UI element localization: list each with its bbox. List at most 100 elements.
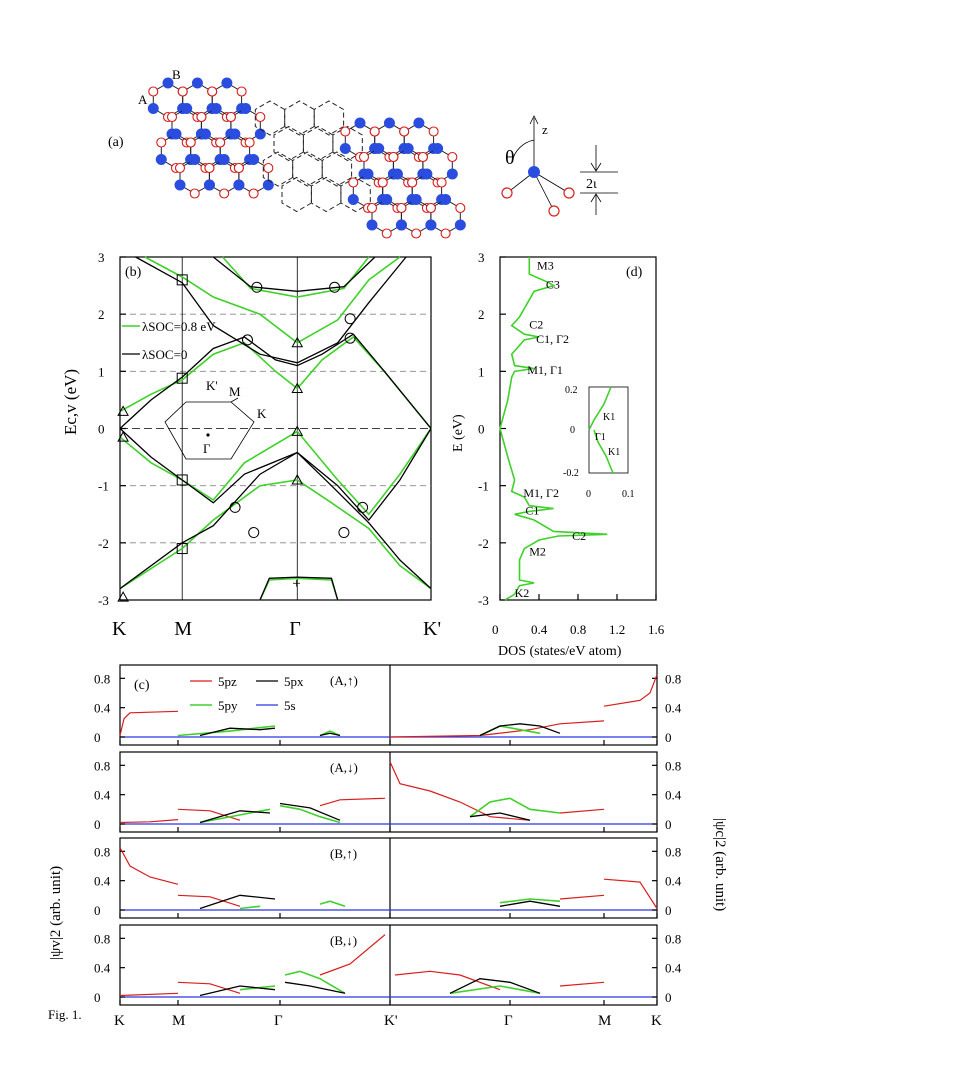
- triangle-marker: [117, 405, 129, 416]
- orbital-panel-label: (A,↑): [330, 673, 358, 688]
- atom-a: [347, 194, 359, 205]
- ytick-label: 0.4: [665, 788, 682, 803]
- atom-b: [399, 126, 410, 137]
- orbital-panel-label: (A,↓): [330, 760, 358, 775]
- hexagon-cell: [273, 125, 304, 162]
- panel-d-frame: [499, 256, 657, 601]
- curve-5px: [469, 812, 531, 821]
- curve-5py: [199, 808, 271, 824]
- curve-5py: [449, 985, 541, 995]
- triangle-marker: [291, 425, 304, 436]
- xtick-label: Γ: [289, 618, 301, 640]
- legend-soc-label: λSOC=0.8 eV: [142, 319, 216, 334]
- curve-5px: [499, 900, 561, 907]
- ytick-label: 0.8: [94, 844, 110, 859]
- dos-annotation: C2: [529, 317, 543, 331]
- dos-annotation: C1: [525, 503, 539, 517]
- square-marker: [176, 474, 188, 486]
- curve-5pz: [177, 808, 241, 821]
- inset-label: Γ1: [595, 432, 606, 443]
- curve-5px: [319, 732, 341, 737]
- orbital-panel-label: (B,↑): [330, 846, 357, 861]
- xtick-label: Γ: [274, 1013, 283, 1029]
- bz-kprime-label: K': [206, 378, 218, 393]
- figure-caption: Fig. 1.: [48, 1007, 82, 1022]
- atom-a: [174, 179, 186, 191]
- band-nosoc-c3: [212, 256, 376, 292]
- atom-b: [377, 177, 388, 188]
- ytick-label: 0.4: [94, 874, 111, 889]
- atom-a: [162, 77, 174, 89]
- atom-b: [407, 177, 418, 188]
- curve-5pz: [119, 992, 179, 997]
- atom-b: [204, 162, 215, 174]
- atom-a: [381, 194, 393, 205]
- ytick-label: 0: [478, 422, 485, 437]
- atom-a: [210, 103, 222, 114]
- atom-b: [185, 137, 196, 148]
- ytick-label: 0.8: [94, 671, 110, 686]
- atom-b: [196, 111, 207, 123]
- ytick-label: 0.4: [94, 788, 111, 803]
- atom-a: [446, 168, 458, 180]
- curve-5px: [199, 894, 276, 910]
- inset-ytick: 0.2: [565, 385, 578, 396]
- lattice-left-region: [147, 77, 274, 199]
- ytick-label: 0.8: [665, 671, 681, 686]
- atom-b: [440, 228, 451, 239]
- curve-5px: [199, 727, 276, 737]
- hexagon-cell: [310, 176, 342, 213]
- curve-5py: [319, 730, 341, 737]
- legend-5px: 5px: [284, 674, 304, 689]
- buckle-label: 2ι: [586, 177, 597, 192]
- ytick-label: 0: [94, 817, 101, 832]
- ytick-label: 0.4: [665, 874, 682, 889]
- xtick-label: K: [112, 618, 127, 640]
- curve-5pz: [559, 981, 605, 987]
- angle-arc: [511, 139, 535, 163]
- xtick-label: M: [174, 618, 192, 640]
- curve-5px: [199, 810, 271, 824]
- curve-5pz: [119, 710, 179, 736]
- panel-c-label: (c): [134, 678, 150, 693]
- ytick-label: -1: [98, 479, 109, 494]
- xtick-label: 1.6: [648, 622, 665, 637]
- panel-d-xlabel: DOS (states/eV atom): [498, 644, 622, 659]
- curve-5pz: [603, 878, 658, 909]
- ytick-label: 0: [94, 990, 101, 1005]
- ytick-label: 0.8: [665, 758, 681, 773]
- curve-5pz: [119, 847, 179, 885]
- sublattice-a-label: A: [138, 92, 148, 107]
- ytick-label: 0.8: [94, 931, 110, 946]
- curve-5pz: [603, 674, 658, 707]
- atom-b: [411, 228, 422, 239]
- lattice-dashed-region: [254, 100, 371, 213]
- ytick-label: -1: [478, 479, 489, 494]
- curve-5py: [177, 725, 276, 737]
- ytick-label: 0.8: [665, 931, 681, 946]
- curve-5px: [284, 981, 346, 994]
- orbital-subpanel: [119, 924, 658, 1006]
- ytick-label: 0: [665, 903, 672, 918]
- hexagon-cell: [313, 100, 345, 136]
- curve-5py: [499, 898, 561, 904]
- ytick-label: 0: [665, 817, 672, 832]
- atom-a: [181, 103, 193, 114]
- panel-d-label: (d): [626, 265, 643, 280]
- atom-a: [421, 168, 433, 180]
- atom-b: [436, 177, 447, 188]
- atom-b: [207, 86, 218, 97]
- xtick-label: 1.2: [609, 622, 625, 637]
- atom-a: [233, 179, 245, 191]
- atom-b: [219, 188, 230, 199]
- atom-b: [366, 202, 378, 214]
- atom-b: [388, 151, 399, 163]
- theta-label: θ: [505, 147, 515, 169]
- lattice-right-region: [339, 117, 466, 239]
- triangle-marker: [291, 336, 304, 348]
- hexagon-cell: [292, 151, 323, 187]
- atom-b: [255, 111, 266, 123]
- circle-marker: [242, 334, 254, 346]
- hexagon-cell: [321, 151, 353, 187]
- curve-5pz: [389, 720, 605, 738]
